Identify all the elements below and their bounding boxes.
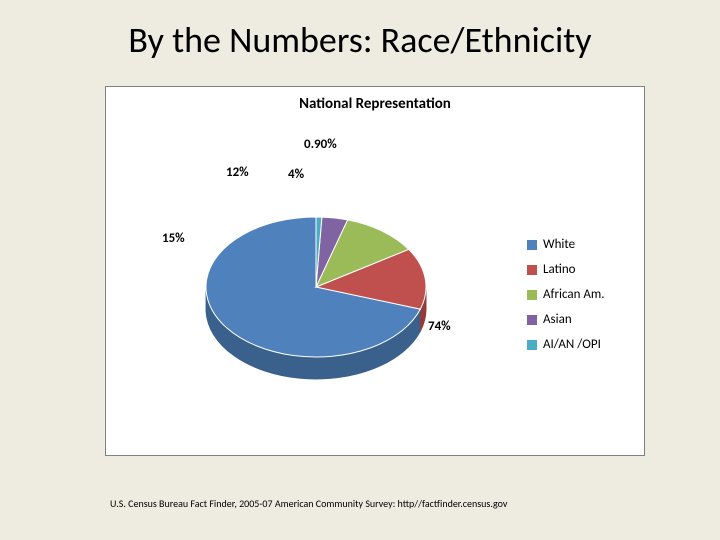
legend-swatch bbox=[527, 265, 537, 275]
data-label-asian: 4% bbox=[288, 167, 304, 182]
legend-item-white: White bbox=[527, 237, 632, 252]
legend: White Latino African Am. Asian AI/AN /OP… bbox=[527, 237, 632, 362]
legend-item-asian: Asian bbox=[527, 312, 632, 327]
data-label-african: 12% bbox=[226, 165, 249, 180]
legend-label: Asian bbox=[543, 312, 572, 327]
legend-item-aian: AI/AN /OPI bbox=[527, 337, 632, 352]
slide-title: By the Numbers: Race/Ethnicity bbox=[0, 18, 720, 62]
data-label-aian: 0.90% bbox=[304, 137, 337, 152]
legend-label: AI/AN /OPI bbox=[543, 337, 601, 352]
data-label-latino: 15% bbox=[162, 231, 185, 246]
citation: U.S. Census Bureau Fact Finder, 2005-07 … bbox=[110, 497, 507, 510]
legend-label: African Am. bbox=[543, 287, 605, 302]
legend-swatch bbox=[527, 240, 537, 250]
legend-swatch bbox=[527, 340, 537, 350]
pie-area: 0.90% 4% 12% 15% 74% bbox=[136, 137, 476, 437]
data-label-white: 74% bbox=[428, 319, 451, 334]
legend-label: Latino bbox=[543, 262, 576, 277]
legend-swatch bbox=[527, 315, 537, 325]
legend-item-african: African Am. bbox=[527, 287, 632, 302]
pie-3d bbox=[196, 177, 436, 417]
chart-title: National Representation bbox=[106, 95, 644, 113]
chart-container: National Representation 0.90% 4% 12% 15%… bbox=[105, 86, 645, 456]
legend-swatch bbox=[527, 290, 537, 300]
legend-label: White bbox=[543, 237, 575, 252]
legend-item-latino: Latino bbox=[527, 262, 632, 277]
